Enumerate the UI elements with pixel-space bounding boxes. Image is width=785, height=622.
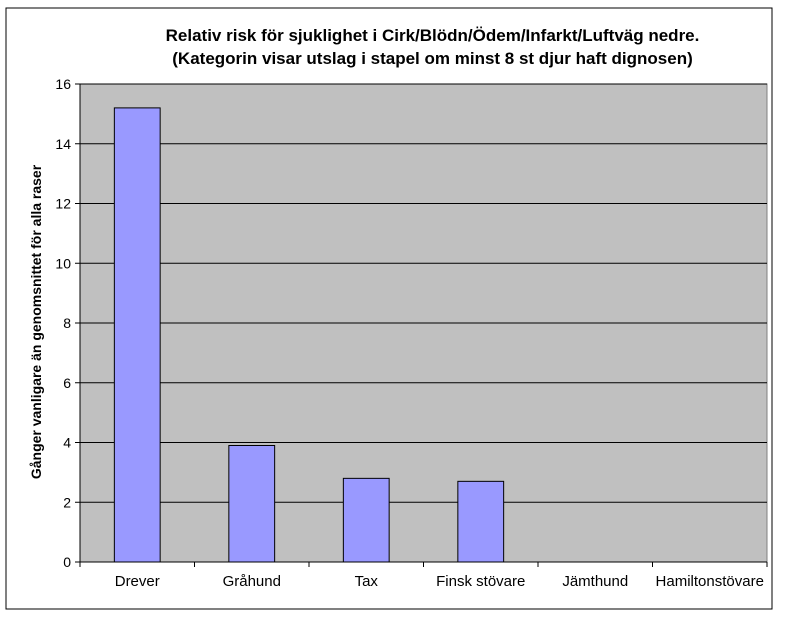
y-tick-label: 16 <box>55 76 71 92</box>
x-tick-label: Jämthund <box>562 573 628 590</box>
y-tick-label: 0 <box>63 554 71 570</box>
bar-drever <box>113 107 161 563</box>
chart-title: Relativ risk för sjuklighet i Cirk/Blödn… <box>165 26 700 45</box>
bar-tax <box>342 477 390 563</box>
x-tick-label: Gråhund <box>223 573 281 590</box>
y-tick-label: 2 <box>63 494 71 510</box>
bar-gråhund <box>228 444 276 563</box>
y-tick-label: 8 <box>63 315 71 331</box>
y-tick-label: 12 <box>55 196 71 212</box>
bars <box>113 107 505 563</box>
y-ticks: 0 2 4 6 8 10 12 14 16 <box>55 76 80 570</box>
x-tick-label: Finsk stövare <box>436 573 525 590</box>
chart-subtitle: (Kategorin visar utslag i stapel om mins… <box>172 49 693 68</box>
y-tick-label: 6 <box>63 375 71 391</box>
x-ticks: Drever Gråhund Tax Finsk stövare Jämthund Ham… <box>79 562 768 590</box>
x-tick-label: Tax <box>355 573 379 590</box>
bar-finsk-stövare <box>457 480 505 563</box>
y-axis-label: Gånger vanligare än genomsnittet för all… <box>28 164 44 480</box>
x-tick-label: Drever <box>115 573 160 590</box>
x-tick-label: Hamiltonstövare <box>656 573 764 590</box>
y-tick-label: 10 <box>55 255 71 271</box>
y-tick-label: 4 <box>63 435 71 451</box>
y-tick-label: 14 <box>55 136 71 152</box>
gridlines <box>80 83 767 503</box>
